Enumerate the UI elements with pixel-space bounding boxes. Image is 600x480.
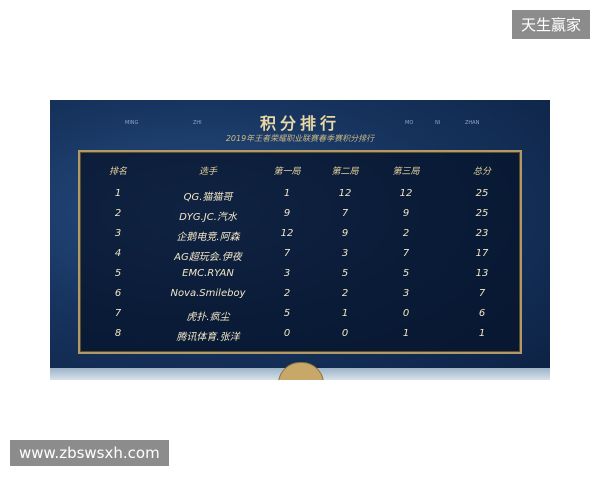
player-name: EMC.RYAN bbox=[182, 268, 234, 279]
table-cell: 12 bbox=[338, 188, 352, 199]
table-cell: 12 bbox=[399, 188, 413, 199]
table-cell: 0 bbox=[283, 328, 291, 339]
table-cell: 5 bbox=[402, 268, 410, 279]
table-cell: 25 bbox=[475, 208, 489, 219]
table-cell: 3 bbox=[283, 268, 291, 279]
table-cell: 6 bbox=[114, 288, 122, 299]
column-header: 第一局 bbox=[273, 167, 301, 177]
decor-emblem bbox=[278, 362, 324, 380]
table-cell: 2 bbox=[114, 208, 122, 219]
decor-text: ZHI bbox=[193, 120, 202, 126]
player-name: 虎扑.疯尘 bbox=[186, 312, 230, 323]
table-cell: 5 bbox=[341, 268, 349, 279]
table-cell: 1 bbox=[341, 308, 349, 319]
table-cell: 0 bbox=[402, 308, 410, 319]
player-name: QG.猫猫哥 bbox=[183, 192, 233, 203]
table-cell: 25 bbox=[475, 188, 489, 199]
table-cell: 1 bbox=[114, 188, 122, 199]
table-cell: 2 bbox=[283, 288, 291, 299]
table-cell: 5 bbox=[114, 268, 122, 279]
column-header: 排名 bbox=[108, 167, 127, 177]
table-cell: 1 bbox=[283, 188, 291, 199]
column-header: 选手 bbox=[198, 167, 217, 177]
table-cell: 2 bbox=[341, 288, 349, 299]
table-cell: 7 bbox=[283, 248, 291, 259]
table-cell: 1 bbox=[402, 328, 410, 339]
table-frame bbox=[78, 150, 522, 354]
table-cell: 9 bbox=[341, 228, 349, 239]
table-cell: 7 bbox=[402, 248, 410, 259]
watermark: www.zbswsxh.com bbox=[10, 440, 169, 466]
player-name: AG超玩会.伊夜 bbox=[174, 252, 242, 263]
table-cell: 7 bbox=[114, 308, 122, 319]
decor-text: MING bbox=[125, 120, 139, 126]
score-board: 积分排行 2019年王者荣耀职业联赛春季赛积分排行 MING ZHI MO NI ZHA… bbox=[50, 100, 550, 380]
column-header: 第二局 bbox=[331, 167, 359, 177]
table-cell: 9 bbox=[283, 208, 291, 219]
table-cell: 4 bbox=[114, 248, 122, 259]
table-cell: 7 bbox=[478, 288, 486, 299]
subtitle: 2019年王者荣耀职业联赛春季赛积分排行 bbox=[225, 134, 375, 143]
table-cell: 0 bbox=[341, 328, 349, 339]
decor-text: NI bbox=[435, 120, 441, 126]
column-header: 第三局 bbox=[392, 167, 420, 177]
table-cell: 8 bbox=[114, 328, 122, 339]
table-cell: 3 bbox=[402, 288, 410, 299]
player-name: 腾讯体育.张洋 bbox=[176, 332, 240, 343]
table-cell: 9 bbox=[402, 208, 410, 219]
table-cell: 13 bbox=[475, 268, 489, 279]
player-name: 企鹅电竞.阿森 bbox=[176, 232, 240, 243]
table-cell: 17 bbox=[475, 248, 489, 259]
title: 积分排行 bbox=[259, 114, 340, 133]
decor-text: MO bbox=[405, 120, 414, 126]
player-name: Nova.Smileboy bbox=[170, 288, 246, 299]
table-cell: 1 bbox=[478, 328, 486, 339]
table-cell: 12 bbox=[280, 228, 294, 239]
table-cell: 23 bbox=[475, 228, 489, 239]
table-cell: 3 bbox=[341, 248, 349, 259]
watermark: 天生赢家 bbox=[511, 10, 590, 39]
table-cell: 3 bbox=[114, 228, 122, 239]
table-cell: 6 bbox=[478, 308, 486, 319]
table-cell: 5 bbox=[283, 308, 291, 319]
table-cell: 7 bbox=[341, 208, 349, 219]
table-cell: 2 bbox=[402, 228, 410, 239]
player-name: DYG.JC.汽水 bbox=[179, 212, 237, 223]
decor-text: ZHAN bbox=[465, 120, 480, 126]
column-header: 总分 bbox=[472, 167, 491, 177]
